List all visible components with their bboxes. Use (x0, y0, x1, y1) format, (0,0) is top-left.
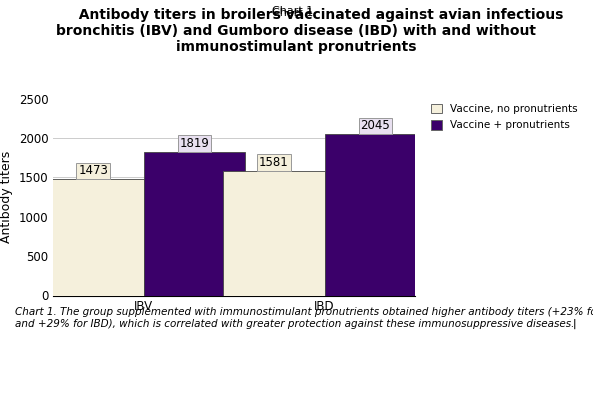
Text: Chart 1.: Chart 1. (272, 7, 321, 18)
Bar (324, 134, 426, 296)
Bar (224, 171, 325, 296)
Text: 1581: 1581 (259, 156, 289, 169)
Text: 1473: 1473 (78, 164, 108, 177)
Text: 1819: 1819 (180, 137, 209, 150)
Text: 2045: 2045 (361, 119, 390, 132)
Bar (144, 152, 245, 296)
Text: Chart 1. The group supplemented with immunostimulant pronutrients obtained highe: Chart 1. The group supplemented with imm… (15, 307, 593, 329)
Legend: Vaccine, no pronutrients, Vaccine + pronutrients: Vaccine, no pronutrients, Vaccine + pron… (431, 104, 578, 130)
Text: Antibody titers in broilers vaccinated against avian infectious
bronchitis (IBV): Antibody titers in broilers vaccinated a… (30, 7, 563, 54)
Bar (43, 179, 144, 296)
Text: Chart 1.: Chart 1. (272, 6, 321, 16)
Y-axis label: Antibody titers: Antibody titers (1, 151, 13, 243)
